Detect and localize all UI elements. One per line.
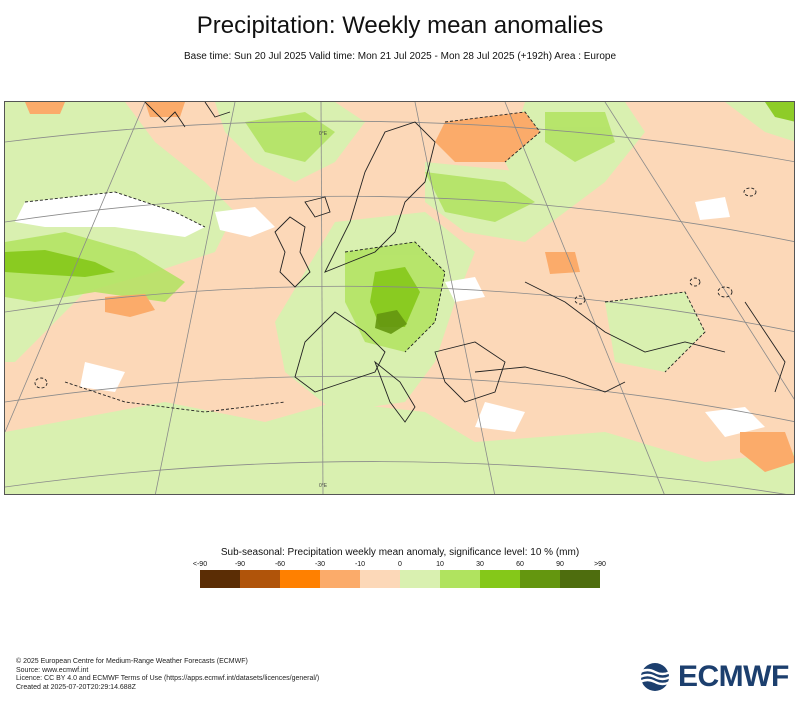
significance-contours <box>24 111 757 413</box>
legend-tick: 60 <box>516 561 524 568</box>
legend-tick: -10 <box>354 561 366 568</box>
non-significant-areas <box>15 192 765 437</box>
legend-swatch <box>560 570 600 588</box>
strong-positive-areas <box>5 102 794 327</box>
legend-swatch <box>440 570 480 588</box>
legend-swatch <box>200 570 240 588</box>
legend-tick: 0 <box>398 561 402 568</box>
legend-swatch <box>360 570 400 588</box>
longitude-label-bottom: 0°E <box>319 483 328 489</box>
footer-credits: © 2025 European Centre for Medium-Range … <box>16 658 319 693</box>
page-title: Precipitation: Weekly mean anomalies <box>196 12 604 39</box>
source-line: Source: www.ecmwf.int <box>16 666 89 674</box>
legend-ticks: <-90 -90 -60 -30 -10 0 10 30 60 90 >90 <box>193 561 606 571</box>
map-canvas: 0°E 0°E <box>5 102 794 494</box>
legend-swatch <box>280 570 320 588</box>
licence-line: Licence: CC BY 4.0 and ECMWF Terms of Us… <box>16 675 320 683</box>
anomaly-map[interactable]: 0°E 0°E <box>4 101 795 495</box>
legend-swatch <box>240 570 280 588</box>
legend-tick: -30 <box>314 561 326 568</box>
copyright-line: © 2025 European Centre for Medium-Range … <box>16 658 248 665</box>
legend-tick: >90 <box>594 561 606 568</box>
legend-tick: <-90 <box>192 561 208 568</box>
legend-tick: -90 <box>234 561 246 568</box>
legend-swatch <box>320 570 360 588</box>
legend-swatch <box>520 570 560 588</box>
very-strong-positive-area <box>375 310 407 334</box>
created-line: Created at 2025-07-20T20:29:14.688Z <box>16 684 136 692</box>
ecmwf-logo[interactable]: ECMWF <box>636 660 789 694</box>
legend-title: Sub-seasonal: Precipitation weekly mean … <box>220 547 580 558</box>
legend-tick: 30 <box>476 561 484 568</box>
legend-tick: 10 <box>436 561 444 568</box>
longitude-label-top: 0°E <box>319 131 328 137</box>
legend-swatch <box>400 570 440 588</box>
legend-tick: 90 <box>556 561 564 568</box>
page-subtitle: Base time: Sun 20 Jul 2025 Valid time: M… <box>183 51 617 62</box>
legend-swatch <box>480 570 520 588</box>
legend-colorbar <box>200 570 600 588</box>
legend-tick: -60 <box>274 561 286 568</box>
ecmwf-logo-icon <box>639 663 671 691</box>
ecmwf-logo-text: ECMWF <box>678 660 789 693</box>
coastlines <box>144 102 786 423</box>
